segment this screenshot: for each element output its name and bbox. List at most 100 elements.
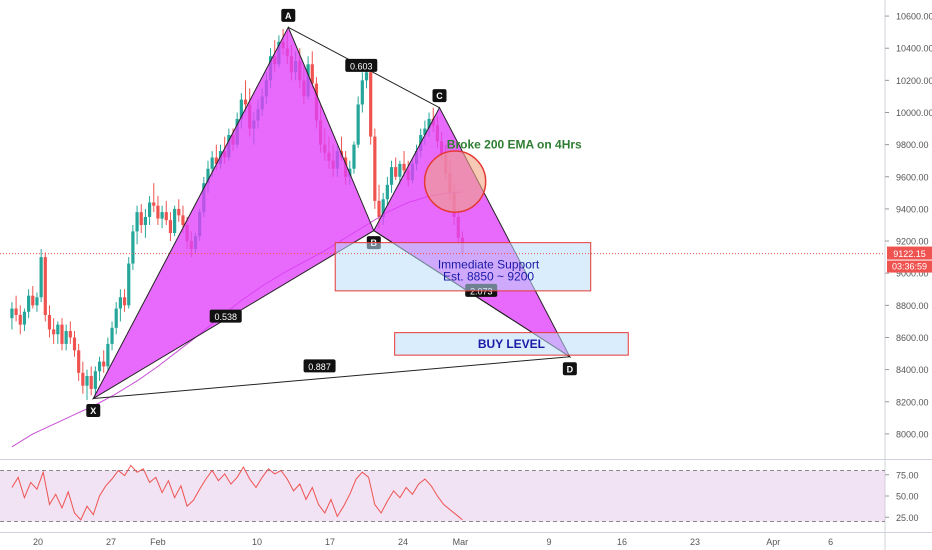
candle-body	[131, 231, 135, 264]
candle	[369, 67, 373, 145]
rsi-band	[0, 470, 885, 522]
candle-body	[97, 361, 102, 372]
candle	[110, 321, 114, 351]
candle-body	[206, 168, 210, 184]
candle-body	[14, 308, 18, 315]
candle-body	[122, 297, 127, 306]
candle	[93, 366, 97, 397]
candle-body	[135, 212, 139, 232]
countdown-value: 03:36:59	[892, 262, 927, 272]
candle	[85, 369, 89, 401]
candle-body	[385, 184, 389, 200]
candle	[18, 305, 22, 335]
time-tick-label: 24	[398, 537, 408, 547]
candle-body	[64, 331, 68, 344]
time-tick-label: Feb	[150, 537, 166, 547]
candle-body	[31, 295, 35, 306]
candle-body	[394, 167, 398, 177]
candle	[152, 183, 156, 213]
candle	[43, 252, 47, 322]
candle	[68, 321, 72, 344]
candle	[143, 208, 148, 238]
point-label-text: D	[567, 364, 574, 374]
point-label-c: C	[432, 89, 447, 103]
price-tick-label: 8800.00	[896, 301, 929, 311]
rsi-line	[11, 464, 463, 521]
candle-body	[43, 257, 47, 315]
candle-body	[52, 329, 56, 335]
candle	[373, 128, 377, 209]
time-tick-label: 23	[690, 537, 700, 547]
candle	[35, 292, 39, 312]
candle-body	[139, 212, 143, 225]
zone-label: Immediate Support	[438, 258, 540, 272]
candle	[114, 302, 118, 335]
candle-body	[60, 324, 64, 344]
zone-box	[394, 332, 629, 356]
candle	[97, 356, 102, 381]
price-tick-label: 8600.00	[896, 333, 929, 343]
price-tick-label: 8400.00	[896, 365, 929, 375]
point-label-text: C	[436, 91, 443, 101]
candle-body	[377, 200, 381, 217]
candle-body	[360, 80, 364, 105]
time-tick-label: 6	[828, 537, 833, 547]
candle-body	[22, 311, 27, 325]
price-tick-label: 9200.00	[896, 237, 929, 247]
candle-body	[35, 297, 39, 306]
candle	[394, 157, 398, 180]
point-label-x: X	[86, 404, 101, 418]
time-tick-label: 9	[546, 537, 551, 547]
candle-body	[168, 220, 173, 234]
candle	[102, 350, 106, 373]
candle	[27, 289, 31, 319]
candle	[135, 205, 139, 245]
candle-body	[56, 324, 60, 335]
countdown-badge	[887, 260, 932, 273]
candle-body	[352, 144, 356, 169]
zone-label: Est. 8850 ~ 9200	[443, 270, 534, 284]
price-tick-label: 10400.00	[896, 44, 932, 54]
ratio-label-bg	[345, 58, 378, 72]
candle	[356, 96, 360, 148]
ratio-label: 0.887	[303, 359, 336, 373]
candle	[52, 318, 56, 344]
candle	[156, 196, 160, 225]
point-label-text: A	[285, 11, 292, 21]
candle-body	[18, 314, 22, 325]
ratio-label-bg	[303, 359, 336, 373]
price-tick-label: 8000.00	[896, 429, 929, 439]
candle-body	[68, 331, 72, 338]
price-tick-label: 9600.00	[896, 172, 929, 182]
candle	[385, 176, 389, 206]
point-label-bg	[562, 362, 577, 376]
candle	[39, 249, 43, 303]
candle-body	[164, 212, 168, 221]
candle-body	[85, 376, 89, 386]
annotation-text: Broke 200 EMA on 4Hrs	[447, 138, 582, 152]
candle	[147, 196, 152, 225]
candle	[131, 224, 135, 270]
candle	[31, 286, 35, 309]
candle	[47, 305, 52, 338]
ema-break-circle	[423, 150, 487, 213]
candle-body	[152, 202, 156, 206]
ratio-label-bg	[209, 309, 242, 323]
candle	[56, 321, 60, 344]
candle	[10, 302, 14, 330]
rsi-tick-label: 75.00	[896, 470, 919, 480]
candle	[89, 366, 93, 396]
time-tick-label: 10	[252, 537, 262, 547]
candle	[360, 72, 364, 113]
candle-body	[127, 263, 131, 306]
ratio-label-text: 0.887	[308, 362, 331, 372]
candle	[72, 331, 77, 357]
candle-body	[102, 361, 106, 367]
candle-body	[398, 163, 402, 177]
candle	[310, 51, 314, 89]
candle-body	[72, 337, 77, 351]
candle	[60, 318, 64, 351]
candle-body	[214, 157, 218, 164]
